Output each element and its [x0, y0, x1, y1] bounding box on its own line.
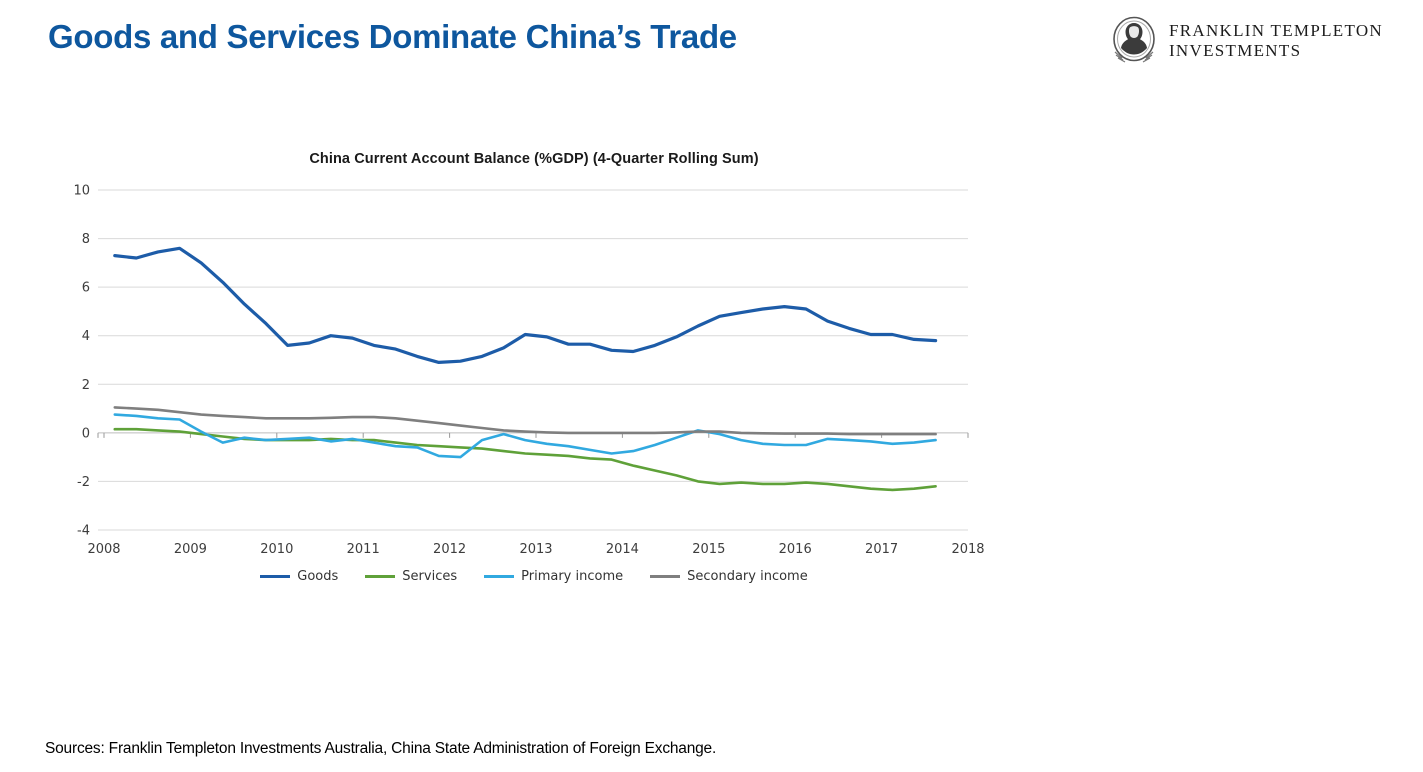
page-title: Goods and Services Dominate China’s Trad…: [48, 18, 737, 55]
logo-text: FRANKLIN TEMPLETON INVESTMENTS: [1169, 21, 1383, 61]
legend-label-primary-income: Primary income: [521, 569, 624, 584]
chart-title: China Current Account Balance (%GDP) (4-…: [309, 151, 759, 167]
series-line-goods: [113, 246, 938, 364]
y-axis-tick-label: -2: [77, 475, 90, 490]
y-axis-tick-label: 6: [82, 281, 90, 296]
y-axis-tick-label: 8: [82, 232, 90, 247]
sources-note: Sources: Franklin Templeton Investments …: [45, 740, 717, 757]
legend-label-goods: Goods: [297, 569, 339, 584]
y-axis-tick-label: -4: [77, 524, 90, 539]
series-line-secondary-income: [113, 406, 937, 436]
x-axis-tick-label: 2011: [347, 542, 380, 557]
line-chart: 10 8 6 4 2 0 -2 -4 2008 2009 2010 2011 2012 2013 2014 2…: [73, 184, 984, 558]
legend-item-services: Services: [365, 569, 457, 584]
x-axis-tick-label: 2014: [606, 542, 639, 557]
franklin-templeton-logo: FRANKLIN TEMPLETON INVESTMENTS: [1109, 14, 1383, 68]
legend-item-secondary-income: Secondary income: [650, 569, 808, 584]
x-axis-tick-label: 2009: [174, 542, 207, 557]
legend-marker-primary-income: [484, 575, 515, 578]
x-axis-tick-label: 2008: [87, 542, 120, 557]
x-axis-tick-label: 2016: [779, 542, 812, 557]
legend-label-services: Services: [402, 569, 458, 584]
legend-item-primary-income: Primary income: [484, 569, 623, 584]
legend-item-goods: Goods: [260, 569, 338, 584]
y-axis-tick-label: 2: [82, 378, 90, 393]
legend-marker-secondary-income: [650, 575, 681, 578]
x-axis-tick-label: 2018: [951, 542, 984, 557]
legend-marker-goods: [260, 575, 291, 578]
y-axis-tick-label: 0: [82, 426, 90, 441]
logo-text-line2: INVESTMENTS: [1168, 41, 1302, 60]
x-axis-tick-label: 2012: [433, 542, 466, 557]
legend-marker-services: [365, 575, 396, 578]
y-axis-tick-label: 10: [73, 184, 90, 199]
legend-label-secondary-income: Secondary income: [687, 569, 808, 584]
x-axis-tick-label: 2015: [692, 542, 725, 557]
series-line-primary-income: [113, 413, 937, 459]
chart-legend: Goods Services Primary income Secondary inc…: [100, 569, 968, 584]
y-axis-tick-label: 4: [82, 329, 90, 344]
ben-franklin-medallion-icon: [1113, 16, 1155, 63]
logo-text-line1: FRANKLIN TEMPLETON: [1168, 21, 1383, 40]
x-axis-tick-label: 2017: [865, 542, 898, 557]
x-axis-tick-label: 2013: [519, 542, 552, 557]
x-axis-tick-label: 2010: [260, 542, 293, 557]
